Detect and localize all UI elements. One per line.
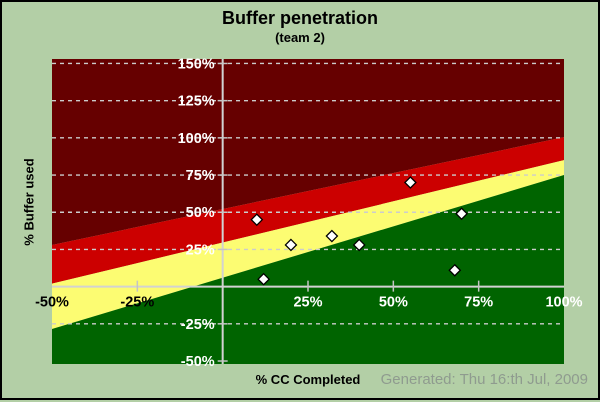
y-tick-label: 150% xyxy=(178,56,215,72)
data-point-diamond xyxy=(352,238,366,252)
chart-subtitle: (team 2) xyxy=(275,30,325,45)
data-point-diamond xyxy=(284,238,298,252)
x-tick-label: 25% xyxy=(293,295,322,311)
zone-layer xyxy=(52,59,564,364)
y-tick-label: 75% xyxy=(186,168,215,184)
zone-safe-green xyxy=(52,175,564,364)
x-tick-label: -50% xyxy=(35,295,69,311)
y-tick-label: -50% xyxy=(181,354,215,370)
y-tick-label: -25% xyxy=(181,317,215,333)
x-tick-label: -25% xyxy=(120,295,154,311)
zone-act-red xyxy=(52,137,564,284)
data-point-diamond xyxy=(325,229,339,243)
y-tick-label: 100% xyxy=(178,131,215,147)
data-point-layer xyxy=(250,176,469,286)
data-point-diamond xyxy=(455,207,469,221)
data-point-diamond xyxy=(403,176,417,189)
y-tick-label: 50% xyxy=(186,205,215,221)
data-point-diamond xyxy=(448,263,462,277)
y-tick-label: 125% xyxy=(178,94,215,110)
chart-title: Buffer penetration xyxy=(221,8,378,28)
data-point-diamond xyxy=(257,272,271,286)
data-point-diamond xyxy=(250,213,264,227)
tick-layer xyxy=(136,62,480,362)
zone-beyond-dark-red xyxy=(52,59,564,245)
y-tick-label: 25% xyxy=(186,242,215,258)
x-axis-title: % CC Completed xyxy=(255,372,361,387)
x-tick-label: 100% xyxy=(545,295,582,311)
x-tick-label: 75% xyxy=(464,295,493,311)
x-tick-label: 50% xyxy=(379,295,408,311)
generated-timestamp: Generated: Thu 16:th Jul, 2009 xyxy=(380,371,588,388)
tick-label-layer: 150% 125% 100% 75% 50% 25% -25% -50% -50% -25% 25%… xyxy=(35,56,583,370)
